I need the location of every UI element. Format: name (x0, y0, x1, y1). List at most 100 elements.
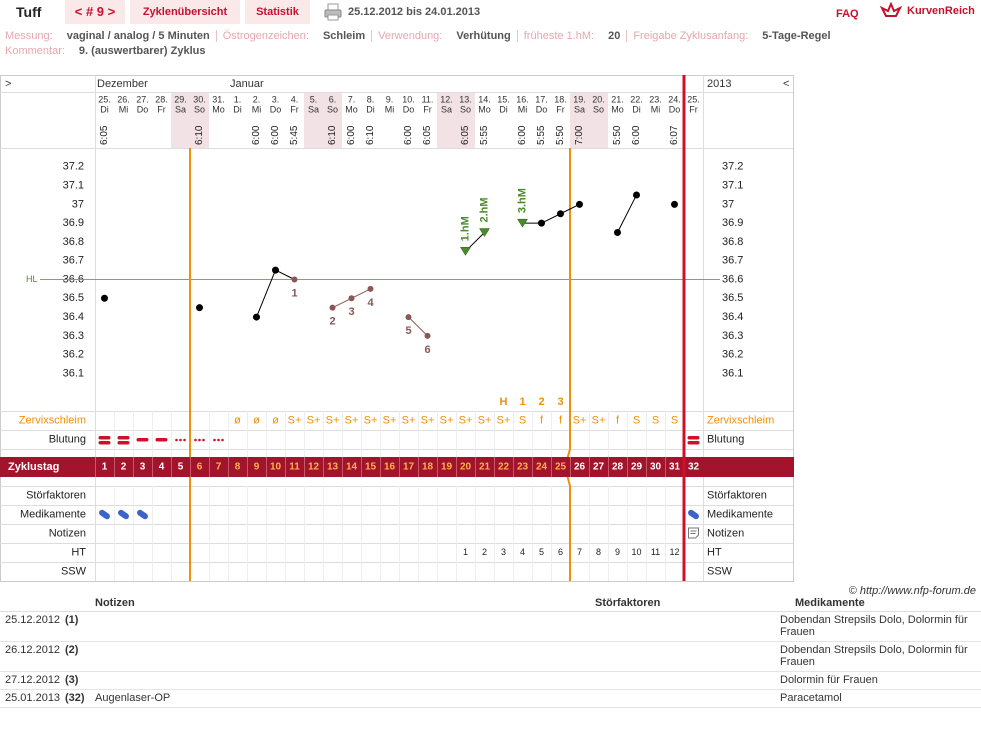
info-label: Verwendung: (378, 30, 443, 42)
faq-link[interactable]: FAQ (836, 8, 859, 20)
cycle-day: 9 (254, 462, 260, 473)
bleeding-icon (198, 438, 201, 442)
y-tick-label: 36.5 (63, 292, 84, 304)
ht-value: 1 (463, 547, 468, 557)
temp-point (614, 229, 621, 237)
header-cell: Notizen (95, 595, 595, 612)
weekday: Do (403, 104, 415, 114)
measure-time: 5:45 (289, 125, 300, 145)
comment: 9. (auswertbarer) Zyklus (78, 45, 206, 57)
day-number: 13. (459, 94, 472, 104)
discard-label: 3 (348, 306, 354, 318)
table-cell: 25.12.2012 (0, 611, 65, 642)
ht-value: 2 (482, 547, 487, 557)
weekday: Fr (157, 104, 166, 114)
table-cell (95, 671, 595, 690)
temp-point (329, 304, 336, 311)
day-number: 16. (516, 94, 529, 104)
day-number: 25. (687, 94, 700, 104)
weekday: Di (233, 104, 242, 114)
bleeding-icon (183, 438, 186, 442)
weekday: Mi (518, 104, 528, 114)
brand-logo[interactable] (880, 2, 902, 20)
header-cell (65, 595, 95, 612)
month-label: Dezember (97, 78, 148, 90)
cycle-band-label: Zyklustag (8, 461, 59, 473)
cervix-value: S+ (364, 414, 378, 426)
y-tick-label: 36.1 (63, 367, 84, 379)
cycle-day: 23 (517, 462, 529, 473)
measure-time: 5:50 (555, 125, 566, 145)
bleeding-icon (117, 441, 130, 445)
cycle-band (0, 457, 794, 477)
temp-point (272, 266, 279, 274)
day-number: 7. (348, 94, 356, 104)
weekday: Fr (290, 104, 299, 114)
day-number: 2. (253, 94, 261, 104)
temp-point (367, 285, 374, 292)
y-tick-label: 37.1 (722, 179, 743, 191)
bleeding-icon (98, 436, 111, 440)
bleeding-icon (687, 441, 700, 445)
table-cell: Augenlaser-OP (95, 689, 595, 708)
bleeding-icon (217, 438, 220, 442)
cervix-value: S (671, 414, 678, 426)
row-label: HT (71, 546, 86, 558)
weekday: Do (669, 104, 681, 114)
cervix-value: S+ (421, 414, 435, 426)
cervix-value: S+ (402, 414, 416, 426)
cervix-value: ø (272, 414, 279, 426)
peak-mark: 3 (557, 396, 563, 408)
day-number: 18. (554, 94, 567, 104)
cycle-day: 4 (159, 462, 165, 473)
temp-point (557, 210, 564, 218)
day-number: 11. (422, 94, 434, 104)
info-value: 20 (608, 30, 621, 42)
cycle-day: 14 (346, 462, 358, 473)
temp-point (576, 200, 583, 208)
info-value: Verhütung (456, 30, 511, 42)
cycle-day: 3 (140, 462, 146, 473)
cycle-day: 19 (441, 462, 453, 473)
measure-time: 5:55 (479, 125, 490, 145)
row-label: HT (707, 546, 722, 558)
row-label: Notizen (49, 527, 86, 539)
nav-next[interactable]: < (783, 78, 789, 90)
ht-value: 6 (558, 547, 563, 557)
brand-name[interactable]: KurvenReich (907, 5, 975, 17)
day-number: 17. (535, 94, 548, 104)
cycle-day: 13 (327, 462, 339, 473)
weekday: Mo (611, 104, 624, 114)
weekend-shade (304, 92, 323, 148)
print-icon[interactable] (324, 3, 342, 21)
row-label: Notizen (707, 527, 744, 539)
info-label: Östrogenzeichen: (222, 30, 309, 42)
measure-time: 6:00 (270, 125, 281, 145)
day-number: 6. (329, 94, 337, 104)
cycle-day: 17 (403, 462, 415, 473)
weekend-shade (437, 92, 456, 148)
medication-icon (118, 509, 129, 520)
day-number: 5. (310, 94, 318, 104)
weekday: Fr (689, 104, 698, 114)
cycle-nav[interactable]: < # 9 > (65, 0, 125, 24)
hm-label: 2.hM (478, 197, 490, 222)
tab[interactable]: Zyklenübersicht (130, 0, 240, 24)
nav-prev[interactable]: > (5, 78, 11, 90)
cycle-day: 5 (178, 462, 184, 473)
info-value: vaginal / analog / 5 Minuten (66, 30, 210, 42)
measure-time: 6:10 (194, 125, 205, 145)
discard-label: 1 (291, 287, 297, 299)
cervix-value: S+ (478, 414, 492, 426)
discard-label: 2 (329, 316, 335, 328)
info-field: früheste 1.hM: 20 (516, 30, 627, 42)
table-row: 25.01.2013 (32) Augenlaser-OP Paracetamol (0, 689, 981, 708)
weekend-shade (323, 92, 342, 148)
header-cell: Störfaktoren (595, 595, 780, 612)
info-value: 5-Tage-Regel (762, 30, 831, 42)
cervix-value: S (652, 414, 659, 426)
temp-point (460, 247, 471, 256)
day-number: 24. (668, 94, 681, 104)
tab[interactable]: Statistik (245, 0, 310, 24)
peak-mark: 1 (519, 396, 525, 408)
